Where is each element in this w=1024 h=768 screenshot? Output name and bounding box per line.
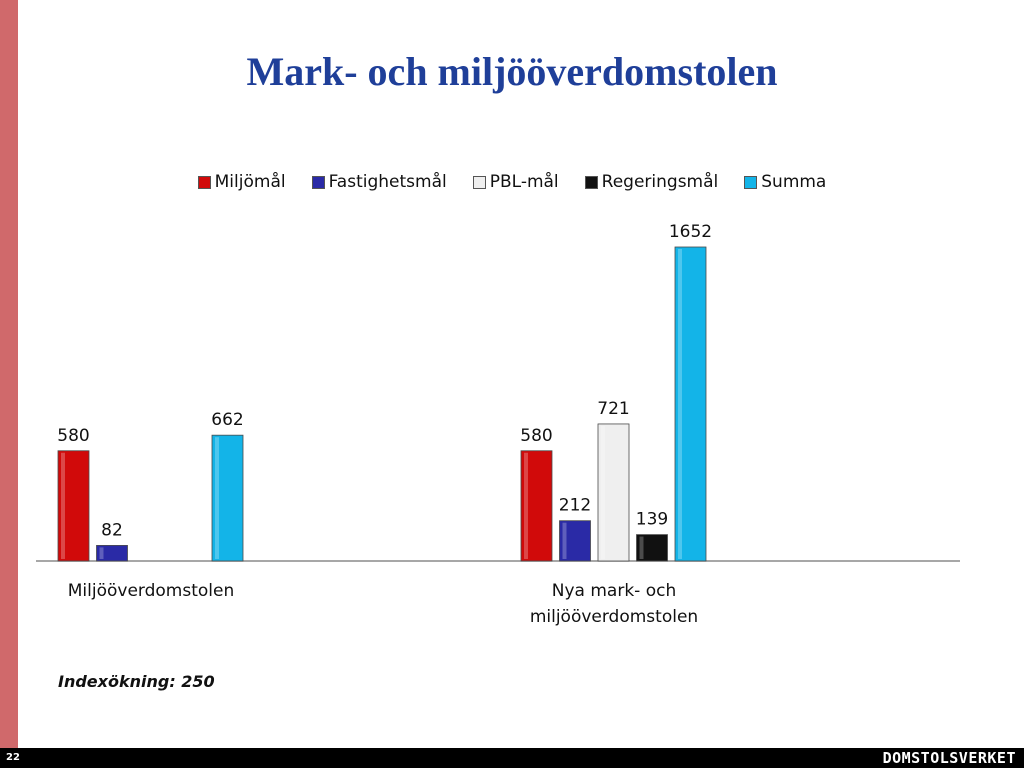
bar-highlight — [61, 452, 65, 559]
legend-swatch — [584, 175, 598, 189]
legend-swatch — [472, 175, 486, 189]
legend-item: Regeringsmål — [584, 172, 719, 192]
bar-highlight — [524, 452, 528, 559]
legend-label: Regeringsmål — [601, 172, 719, 192]
data-label: 721 — [597, 399, 629, 419]
bar-chart: 580 82 662 Miljööverdomstolen 580 212 721 139 16… — [36, 222, 960, 627]
legend-label: Fastighetsmål — [328, 172, 447, 192]
legend-swatch — [311, 175, 325, 189]
bar — [57, 450, 90, 562]
bar-highlight — [639, 536, 644, 559]
legend-swatch — [197, 175, 211, 189]
bar-highlight — [601, 425, 605, 559]
legend-item: Miljömål — [197, 172, 286, 192]
page-number: 22 — [6, 752, 20, 763]
bar-highlight — [562, 522, 567, 559]
bar-highlight — [678, 249, 682, 559]
bar — [211, 434, 244, 562]
index-note: Indexökning: 250 — [58, 672, 215, 691]
data-label: 580 — [57, 426, 89, 446]
category-label: miljööverdomstolen — [530, 607, 698, 627]
bar-highlight — [215, 437, 219, 559]
brand-name: DOMSTOLSVERKET — [882, 749, 1016, 767]
slide-title: Mark- och miljööverdomstolen — [246, 49, 778, 94]
category-label: Miljööverdomstolen — [68, 581, 234, 601]
data-label: 82 — [101, 520, 123, 540]
bar — [559, 520, 591, 562]
legend-label: Miljömål — [214, 172, 286, 192]
legend-label: PBL-mål — [489, 172, 559, 192]
data-label: 212 — [559, 496, 591, 516]
chart-legend: Miljömål Fastighetsmål PBL-mål Regeringsmål… — [0, 172, 1024, 192]
legend-item: Summa — [744, 172, 826, 192]
side-accent-bar — [0, 0, 18, 748]
bar — [96, 545, 128, 562]
data-label: 1652 — [669, 222, 712, 242]
bar — [520, 450, 553, 562]
data-label: 662 — [211, 410, 243, 430]
category-label: Nya mark- och — [552, 581, 676, 601]
legend-label: Summa — [761, 172, 827, 192]
bar — [636, 534, 668, 562]
legend-item: PBL-mål — [472, 172, 559, 192]
legend-item: Fastighetsmål — [311, 172, 447, 192]
data-label: 139 — [636, 510, 668, 530]
bar — [674, 246, 707, 562]
bar — [597, 423, 630, 562]
slide-footer: 22 DOMSTOLSVERKET — [0, 748, 1024, 768]
legend-swatch — [744, 175, 758, 189]
data-label: 580 — [520, 426, 552, 446]
bar-highlight — [99, 547, 104, 559]
